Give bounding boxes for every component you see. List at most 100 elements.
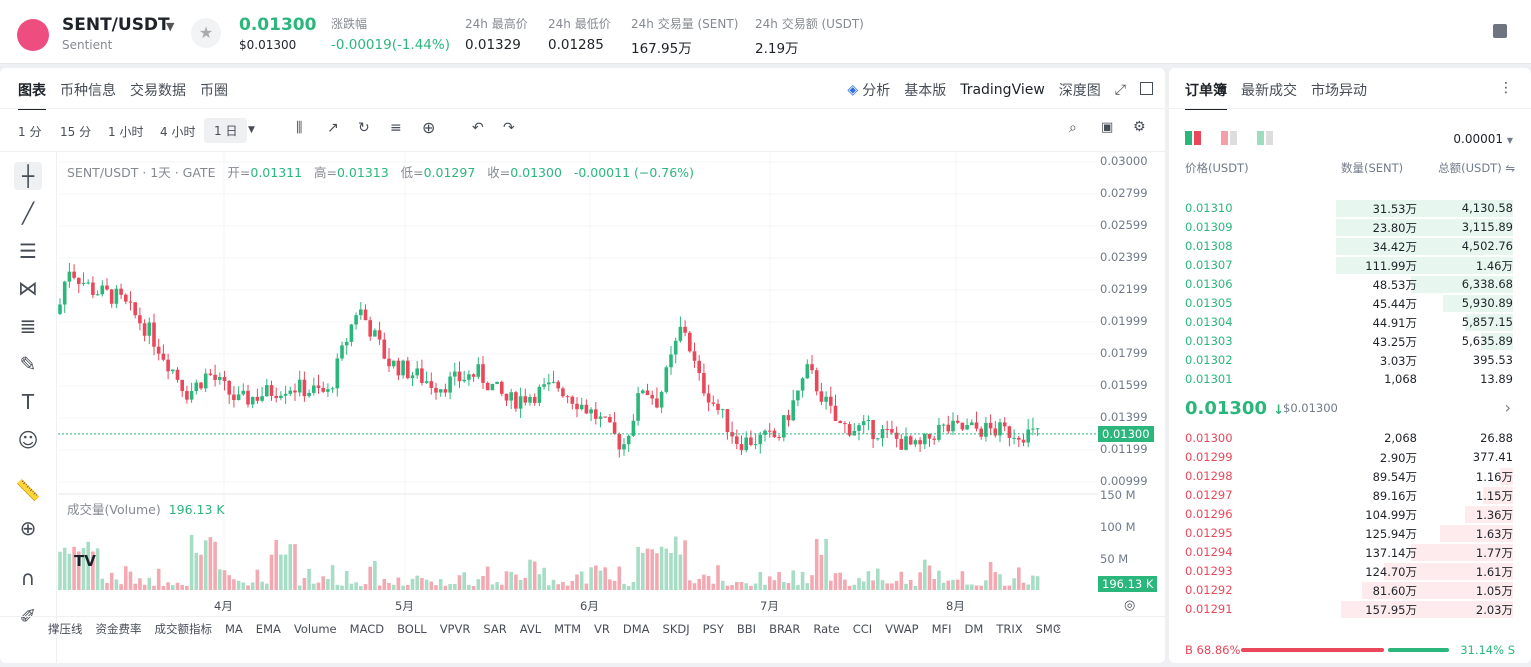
timeframe-1m[interactable]: 1 分 [18,125,42,139]
indicator-item[interactable]: SAR [483,622,507,636]
orderbook-row[interactable]: 0.01291 157.95万 2.03万 [1185,600,1513,619]
indicators-icon[interactable]: ↗ [327,120,339,136]
tab-trade-data[interactable]: 交易数据 [130,83,186,99]
emoji-icon[interactable]: ☺ [17,428,39,452]
indicator-item[interactable]: PSY [702,622,724,636]
redo-icon[interactable]: ↷ [503,120,515,136]
search-icon[interactable]: ⌕ [1069,120,1077,136]
timeframe-15m[interactable]: 15 分 [60,125,92,139]
orderbook-row[interactable]: 0.01297 89.16万 1.15万 [1185,486,1513,505]
chevron-right-icon[interactable]: › [1056,621,1061,635]
add-indicator-icon[interactable]: ⊕ [422,118,436,137]
indicator-item[interactable]: 成交额指标 [154,622,213,636]
orderbook-row[interactable]: 0.01296 104.99万 1.36万 [1185,505,1513,524]
tab-chart[interactable]: 图表 [18,83,46,110]
favorite-star-icon[interactable]: ★ [191,18,221,48]
indicator-item[interactable]: Rate [813,622,840,636]
indicator-item[interactable]: MACD [349,622,385,636]
view-both-icon[interactable] [1185,130,1201,149]
gear-icon[interactable]: ⚙ [1133,119,1146,135]
timeframe-1d[interactable]: 1 日 [204,118,248,143]
guide-book-icon[interactable] [1493,24,1507,38]
indicator-item[interactable]: BBI [736,622,757,636]
undo-icon[interactable]: ↶ [472,120,484,136]
indicator-item[interactable]: CCI [852,622,873,636]
orderbook-row[interactable]: 0.01310 31.53万 4,130.58 [1185,199,1513,218]
view-bids-icon[interactable] [1257,130,1273,149]
orderbook-row[interactable]: 0.01295 125.94万 1.63万 [1185,524,1513,543]
orderbook-row[interactable]: 0.01307 111.99万 1.46万 [1185,256,1513,275]
precision-select[interactable]: 0.00001 ▼ [1453,132,1513,146]
indicator-item[interactable]: BRAR [769,622,801,636]
indicator-item[interactable]: 资金费率 [95,622,142,636]
pair-name[interactable]: SENT/USDT [62,15,170,35]
indicator-item[interactable]: VWAP [885,622,919,636]
candlestick-chart[interactable] [58,152,1098,592]
orderbook-row[interactable]: 0.01298 89.54万 1.16万 [1185,467,1513,486]
brush-icon[interactable]: ✎ [19,352,37,376]
tab-analysis[interactable]: 分析 [862,83,891,99]
trendline-icon[interactable]: ╱ [21,201,35,225]
horizontal-lines-icon[interactable]: ☰ [19,239,37,263]
camera-icon[interactable]: ▣ [1101,120,1114,135]
orderbook-row[interactable]: 0.01304 44.91万 5,857.15 [1185,313,1513,332]
indicator-item[interactable]: DM [964,622,984,636]
tab-tradingview[interactable]: TradingView [960,82,1045,98]
indicator-item[interactable]: VR [594,622,610,636]
ruler-icon[interactable]: 📏 [15,478,41,502]
tab-community[interactable]: 币圈 [200,83,228,99]
orderbook-row[interactable]: 0.01303 43.25万 5,635.89 [1185,332,1513,351]
col-total[interactable]: 总额(USDT) ⇋ [1438,161,1515,175]
indicator-item[interactable]: AVL [519,622,542,636]
orderbook-row[interactable]: 0.01292 81.60万 1.05万 [1185,581,1513,600]
pattern-icon[interactable]: ⋈ [18,276,38,300]
template-icon[interactable]: ≡ [390,120,402,136]
indicator-item[interactable]: MTM [554,622,582,636]
indicator-item[interactable]: MFI [931,622,952,636]
orderbook-row[interactable]: 0.01308 34.42万 4,502.76 [1185,237,1513,256]
tab-market-alerts[interactable]: 市场异动 [1311,83,1367,99]
orderbook-row[interactable]: 0.01300 2,068 26.88 [1185,429,1513,448]
indicator-item[interactable]: TRIX [996,622,1023,636]
indicator-item[interactable]: VPVR [439,622,471,636]
candle-type-icon[interactable]: ⫼ [296,120,303,136]
indicator-item[interactable]: SKDJ [662,622,690,636]
view-asks-icon[interactable] [1221,130,1237,149]
orderbook-row[interactable]: 0.01305 45.44万 5,930.89 [1185,294,1513,313]
magnet-icon[interactable]: ∩ [20,566,36,590]
orderbook-row[interactable]: 0.01306 48.53万 6,338.68 [1185,275,1513,294]
tab-latest-trades[interactable]: 最新成交 [1241,83,1297,99]
orderbook-row[interactable]: 0.01302 3.03万 395.53 [1185,351,1513,370]
orderbook-row[interactable]: 0.01293 124.70万 1.61万 [1185,562,1513,581]
indicator-item[interactable]: BOLL [397,622,427,636]
zoom-in-icon[interactable]: ⊕ [19,516,37,540]
crosshair-icon[interactable]: ┼ [14,162,42,190]
fib-icon[interactable]: ≣ [19,314,37,338]
tab-coin-info[interactable]: 币种信息 [60,83,116,99]
orderbook-row[interactable]: 0.01299 2.90万 377.41 [1185,448,1513,467]
indicator-item[interactable]: SMC [1035,622,1061,636]
chevron-right-icon[interactable]: › [1504,398,1511,417]
replay-icon[interactable]: ↻ [358,120,370,136]
timeframe-1h[interactable]: 1 小时 [108,125,144,139]
ai-analysis-icon[interactable]: ◈ [847,82,859,98]
orderbook-row[interactable]: 0.01294 137.14万 1.77万 [1185,543,1513,562]
more-icon[interactable]: ⋮ [1499,80,1513,96]
timeframe-4h[interactable]: 4 小时 [160,125,196,139]
window-icon[interactable] [1140,81,1153,99]
indicator-item[interactable]: EMA [255,622,281,636]
tab-orderbook[interactable]: 订单簿 [1185,83,1227,110]
indicator-item[interactable]: 撑压线 [48,622,83,636]
orderbook-row[interactable]: 0.01309 23.80万 3,115.89 [1185,218,1513,237]
text-icon[interactable]: T [21,390,35,414]
tab-basic[interactable]: 基本版 [904,83,947,99]
chevron-down-icon[interactable]: ▼ [166,20,175,33]
indicator-item[interactable]: Volume [293,622,337,636]
orderbook-row[interactable]: 0.01301 1,068 13.89 [1185,370,1513,389]
tab-depth[interactable]: 深度图 [1058,83,1101,99]
indicator-item[interactable]: DMA [622,622,650,636]
timeframe-dropdown-icon[interactable]: ▼ [248,125,255,135]
settings-icon[interactable]: ◎ [1124,598,1136,613]
indicator-item[interactable]: MA [225,622,243,636]
expand-icon[interactable]: ⤢ [1114,82,1126,98]
